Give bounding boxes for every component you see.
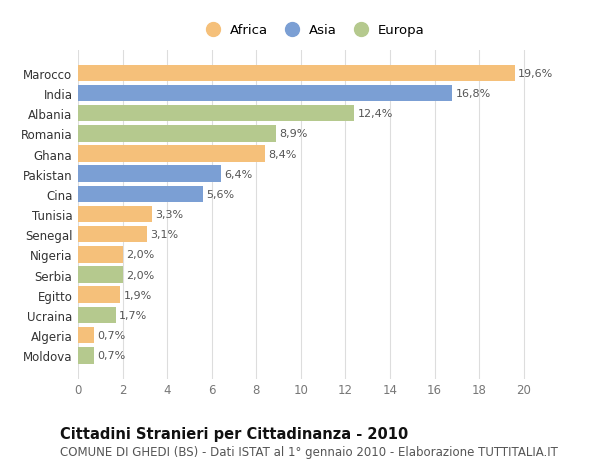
Bar: [78, 186, 203, 203]
Bar: [78, 146, 265, 162]
Text: 16,8%: 16,8%: [456, 89, 491, 99]
Text: 8,9%: 8,9%: [280, 129, 308, 139]
Bar: [78, 327, 94, 344]
Bar: [78, 65, 515, 82]
Bar: [78, 85, 452, 102]
Text: 19,6%: 19,6%: [518, 69, 553, 78]
Bar: [78, 246, 122, 263]
Bar: [78, 287, 121, 303]
Text: 3,3%: 3,3%: [155, 210, 183, 219]
Text: 6,4%: 6,4%: [224, 169, 252, 179]
Bar: [78, 307, 116, 324]
Text: 1,9%: 1,9%: [124, 290, 152, 300]
Text: 3,1%: 3,1%: [151, 230, 179, 240]
Text: 5,6%: 5,6%: [206, 190, 234, 200]
Bar: [78, 126, 277, 142]
Bar: [78, 226, 147, 243]
Bar: [78, 267, 122, 283]
Bar: [78, 106, 355, 122]
Bar: [78, 166, 221, 183]
Text: COMUNE DI GHEDI (BS) - Dati ISTAT al 1° gennaio 2010 - Elaborazione TUTTITALIA.I: COMUNE DI GHEDI (BS) - Dati ISTAT al 1° …: [60, 445, 558, 458]
Bar: [78, 347, 94, 364]
Text: 2,0%: 2,0%: [126, 250, 154, 260]
Text: Cittadini Stranieri per Cittadinanza - 2010: Cittadini Stranieri per Cittadinanza - 2…: [60, 426, 408, 441]
Bar: [78, 207, 152, 223]
Legend: Africa, Asia, Europa: Africa, Asia, Europa: [200, 24, 424, 37]
Text: 1,7%: 1,7%: [119, 310, 148, 320]
Text: 0,7%: 0,7%: [97, 351, 125, 360]
Text: 8,4%: 8,4%: [269, 149, 297, 159]
Text: 2,0%: 2,0%: [126, 270, 154, 280]
Text: 0,7%: 0,7%: [97, 330, 125, 341]
Text: 12,4%: 12,4%: [358, 109, 393, 119]
